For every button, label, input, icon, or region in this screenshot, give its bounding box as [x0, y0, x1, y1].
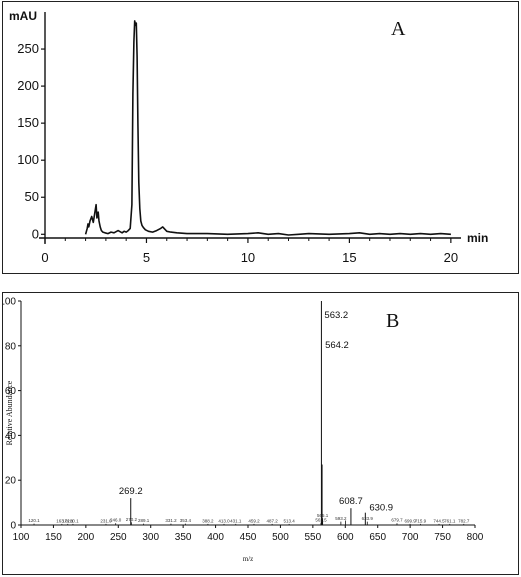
- peak-label-minor: 699.9: [404, 518, 416, 523]
- y-tick-label: 250: [17, 41, 39, 56]
- y-tick-label: 0: [32, 226, 39, 241]
- peak-label-minor: 562.5: [315, 517, 327, 522]
- x-tick-label: 400: [207, 532, 224, 543]
- peak-label-minor: 593.2: [335, 516, 347, 521]
- peak-label-minor: 715.9: [415, 518, 427, 523]
- x-tick-label: 500: [272, 532, 289, 543]
- x-tick-label: 5: [143, 250, 150, 265]
- peak-label: 563.2: [324, 310, 348, 321]
- x-tick-label: 800: [467, 532, 484, 543]
- x-tick-label: 350: [175, 532, 192, 543]
- chromatogram-trace: [84, 20, 451, 236]
- mass-spectrum-chart: 0 20 40 60 80 100 100 150 200 250 300 350 400 450 500 5…: [3, 297, 484, 564]
- y-tick-label: 40: [5, 431, 17, 442]
- peak-label-minor: 270.2: [126, 517, 138, 522]
- x-tick-label: 700: [402, 532, 419, 543]
- peak-label: 608.7: [339, 496, 363, 507]
- x-tick-label: 0: [41, 250, 48, 265]
- x-tick-label: 450: [240, 532, 257, 543]
- y-tick-label: 0: [10, 521, 16, 532]
- x-tick-label: 100: [13, 532, 30, 543]
- chromatogram-chart: 0 50 100 150 200 250 0 5 10 15 20 mAU min A: [9, 9, 488, 265]
- x-tick-label: 650: [369, 532, 386, 543]
- peak-label: 564.2: [325, 340, 349, 351]
- peak-label-minor: 761.1: [444, 518, 456, 523]
- x-tick-label: 150: [45, 532, 62, 543]
- y-axis-title: mAU: [9, 9, 37, 23]
- peak-label-minor: 565.1: [317, 513, 329, 518]
- peak-label-minor: 782.7: [458, 518, 470, 523]
- y-tick-label: 100: [3, 297, 16, 308]
- y-axis-title: Relative Abundance: [5, 380, 14, 445]
- peak-label: 630.9: [369, 503, 393, 514]
- panel-label-b: B: [386, 310, 399, 332]
- peak-label-minor: 246.0: [110, 518, 122, 523]
- y-tick-label: 80: [5, 341, 17, 352]
- y-tick-label: 50: [25, 189, 39, 204]
- peak-label-minor: 679.7: [391, 518, 403, 523]
- y-tick-label: 100: [17, 152, 39, 167]
- peak-label-minor: 413.0: [218, 518, 230, 523]
- peak-label-minor: 459.2: [248, 518, 260, 523]
- peak-label-minor: 487.2: [266, 518, 278, 523]
- x-tick-label: 10: [241, 250, 255, 265]
- x-axis-title: m/z: [243, 555, 254, 563]
- peak-label-minor: 388.2: [202, 518, 214, 523]
- peak-label-minor: 331.2: [165, 518, 177, 523]
- x-tick-label: 750: [434, 532, 451, 543]
- x-tick-label: 550: [305, 532, 322, 543]
- panel-label-a: A: [391, 18, 406, 40]
- peak-label-minor: 120.1: [28, 518, 40, 523]
- chromatogram-panel: 0 50 100 150 200 250 0 5 10 15 20 mAU min A: [2, 1, 519, 274]
- y-tick-label: 150: [17, 115, 39, 130]
- x-tick-label: 600: [337, 532, 354, 543]
- x-tick-label: 15: [342, 250, 356, 265]
- x-axis-title: min: [467, 231, 488, 245]
- peak-label-minor: 353.4: [180, 518, 192, 523]
- peak-label-minor: 513.4: [283, 518, 295, 523]
- y-tick-label: 20: [5, 476, 17, 487]
- peak-label-minor: 172.1: [62, 518, 74, 523]
- peak-label-minor: 744.5: [433, 518, 445, 523]
- peak-label-minor: 289.1: [138, 518, 150, 523]
- x-tick-label: 20: [444, 250, 458, 265]
- y-tick-label: 60: [5, 386, 17, 397]
- peak-label-minor: 431.1: [230, 518, 242, 523]
- peak-label-minor: 231.0: [100, 518, 112, 523]
- mass-spectrum-panel: 0 20 40 60 80 100 100 150 200 250 300 350 400 450 500 5…: [2, 292, 519, 575]
- peak-label-minor: 180.1: [67, 518, 79, 523]
- x-tick-label: 200: [78, 532, 95, 543]
- peak-label: 269.2: [119, 486, 143, 497]
- peak-label-minor: 163.0: [56, 518, 68, 523]
- x-tick-label: 300: [142, 532, 159, 543]
- x-tick-label: 250: [110, 532, 127, 543]
- peak-label-minor: 633.9: [362, 516, 374, 521]
- y-tick-label: 200: [17, 78, 39, 93]
